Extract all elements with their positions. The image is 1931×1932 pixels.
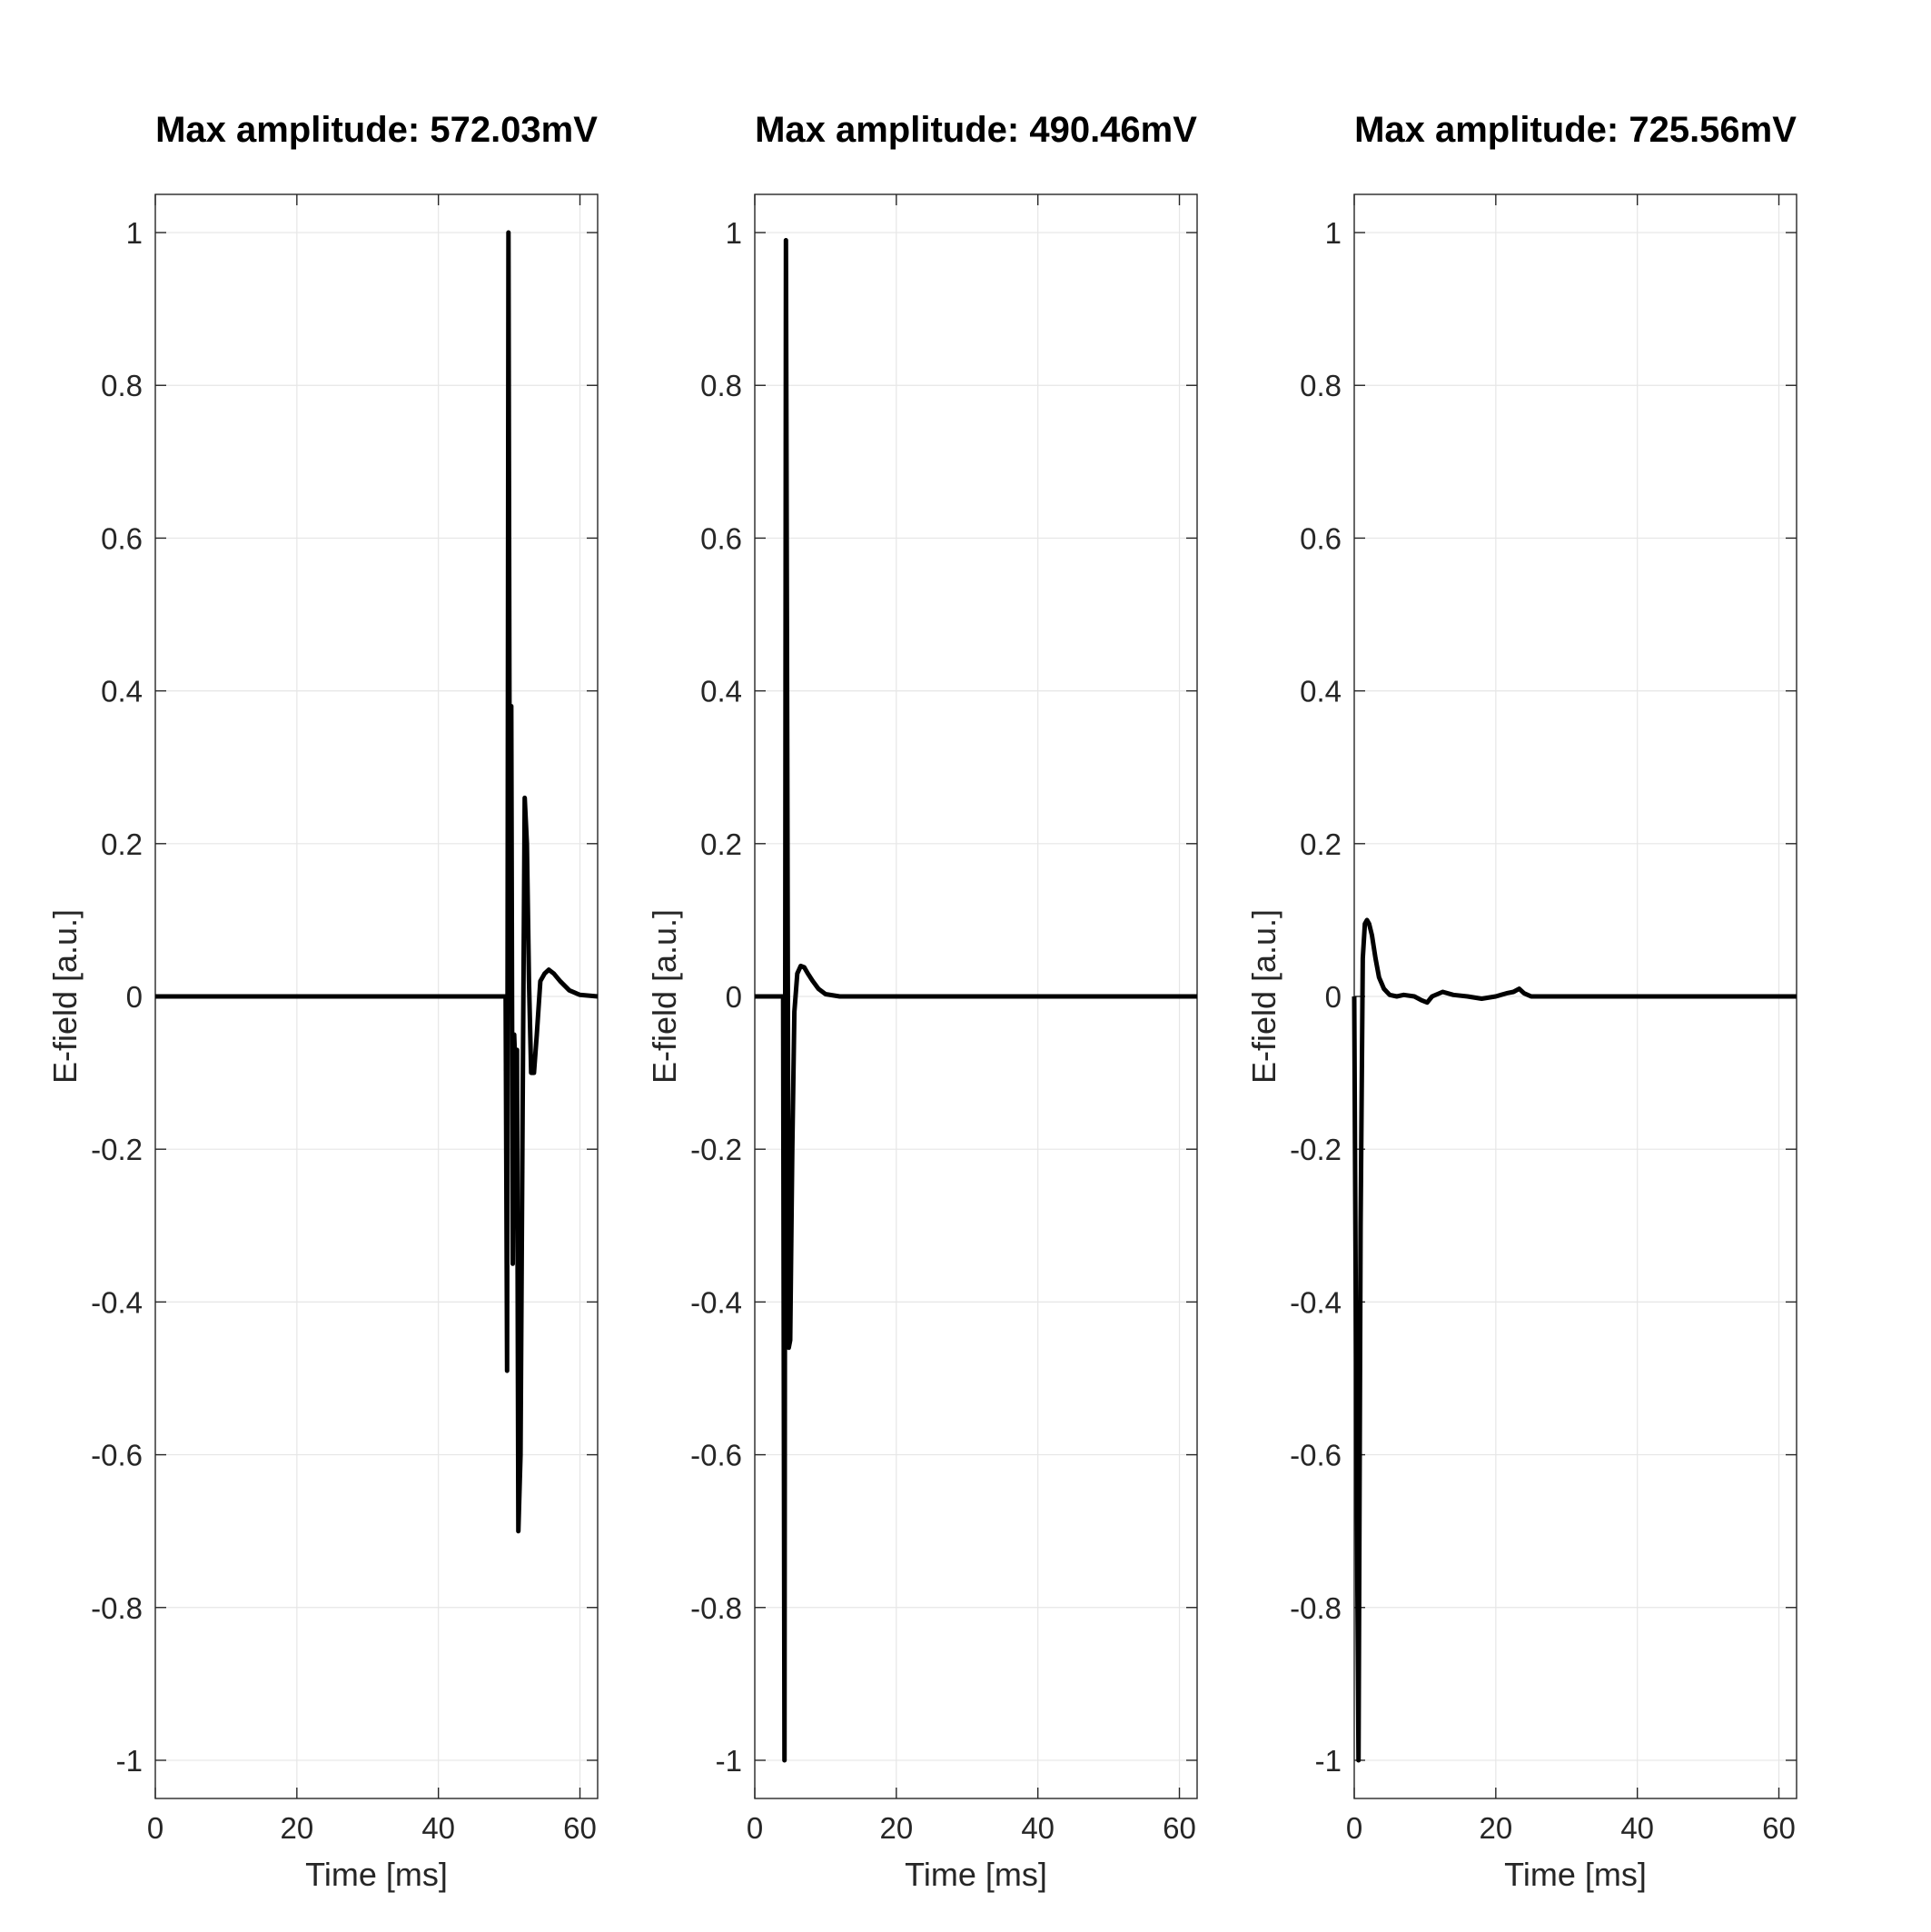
x-tick-label: 0 <box>1346 1811 1362 1845</box>
x-tick-label: 60 <box>563 1811 597 1845</box>
y-tick-label: 0.2 <box>101 827 143 861</box>
y-tick-label: -0.4 <box>690 1285 742 1319</box>
x-axis-label-2: Time [ms] <box>905 1856 1047 1893</box>
y-tick-label: -0.2 <box>91 1133 143 1166</box>
y-tick-label: 0.6 <box>700 521 742 555</box>
panels: -1 -0.8 -0.6 -0.4 -0.2 0 0.2 0.4 0.6 0.8 1 0 20 40 60 M… <box>46 110 1797 1893</box>
y-tick-label: 0.4 <box>101 675 143 708</box>
y-tick-label: -0.6 <box>91 1439 143 1472</box>
y-tick-label: 1 <box>1325 216 1342 250</box>
x-tick-label: 0 <box>747 1811 763 1845</box>
y-tick-label: 0.8 <box>700 369 742 402</box>
x-tick-label: 60 <box>1762 1811 1796 1845</box>
y-tick-label: -0.8 <box>690 1591 742 1625</box>
y-tick-label: -0.8 <box>1290 1591 1342 1625</box>
x-tick-label: 20 <box>879 1811 913 1845</box>
y-tick-label: -0.6 <box>1290 1439 1342 1472</box>
y-tick-label: 1 <box>726 216 742 250</box>
x-tick-label: 20 <box>280 1811 313 1845</box>
chart-title-3: Max amplitude: 725.56mV <box>1354 110 1797 150</box>
x-tick-label: 0 <box>147 1811 163 1845</box>
y-tick-label: 0 <box>1325 980 1342 1014</box>
y-axis-label-2: E-field [a.u.] <box>646 909 683 1084</box>
y-tick-label: -0.2 <box>690 1133 742 1166</box>
panel-2: -1 -0.8 -0.6 -0.4 -0.2 0 0.2 0.4 0.6 0.8 1 0 20 40 60 M… <box>646 110 1198 1893</box>
y-axis-label-3: E-field [a.u.] <box>1245 909 1282 1084</box>
y-tick-label: -0.4 <box>1290 1285 1342 1319</box>
x-tick-label: 20 <box>1479 1811 1512 1845</box>
y-tick-label: -1 <box>116 1744 143 1778</box>
x-tick-label: 60 <box>1163 1811 1196 1845</box>
series-line-3 <box>1352 917 1797 1763</box>
y-tick-label: 0.8 <box>1300 369 1342 402</box>
y-tick-label: -1 <box>1315 1744 1342 1778</box>
series-line-1 <box>155 230 599 1534</box>
y-tick-label: -0.6 <box>690 1439 742 1472</box>
chart-title-1: Max amplitude: 572.03mV <box>155 110 598 150</box>
x-tick-label: 40 <box>1021 1811 1055 1845</box>
y-tick-label: -0.4 <box>91 1285 143 1319</box>
y-tick-label: 0.8 <box>101 369 143 402</box>
x-axis-label-1: Time [ms] <box>305 1856 448 1893</box>
y-tick-label: 0 <box>726 980 742 1014</box>
y-tick-label: 1 <box>126 216 143 250</box>
y-tick-label: 0.2 <box>1300 827 1342 861</box>
y-tick-label: 0.6 <box>1300 521 1342 555</box>
x-axis-label-3: Time [ms] <box>1504 1856 1647 1893</box>
y-tick-label: 0 <box>126 980 143 1014</box>
panel-1: -1 -0.8 -0.6 -0.4 -0.2 0 0.2 0.4 0.6 0.8 1 0 20 40 60 M… <box>46 110 599 1893</box>
y-tick-label: 0.4 <box>700 675 742 708</box>
x-tick-label: 40 <box>1620 1811 1654 1845</box>
y-tick-label: 0.6 <box>101 521 143 555</box>
y-tick-label: -0.8 <box>91 1591 143 1625</box>
x-tick-label: 40 <box>421 1811 455 1845</box>
chart-title-2: Max amplitude: 490.46mV <box>755 110 1197 150</box>
series-line-2 <box>755 238 1197 1763</box>
y-axis-label-1: E-field [a.u.] <box>46 909 84 1084</box>
panel-3: -1 -0.8 -0.6 -0.4 -0.2 0 0.2 0.4 0.6 0.8 1 0 20 40 60 M… <box>1245 110 1797 1893</box>
y-tick-label: 0.4 <box>1300 675 1342 708</box>
y-tick-label: -0.2 <box>1290 1133 1342 1166</box>
y-tick-label: 0.2 <box>700 827 742 861</box>
y-tick-label: -1 <box>716 1744 742 1778</box>
